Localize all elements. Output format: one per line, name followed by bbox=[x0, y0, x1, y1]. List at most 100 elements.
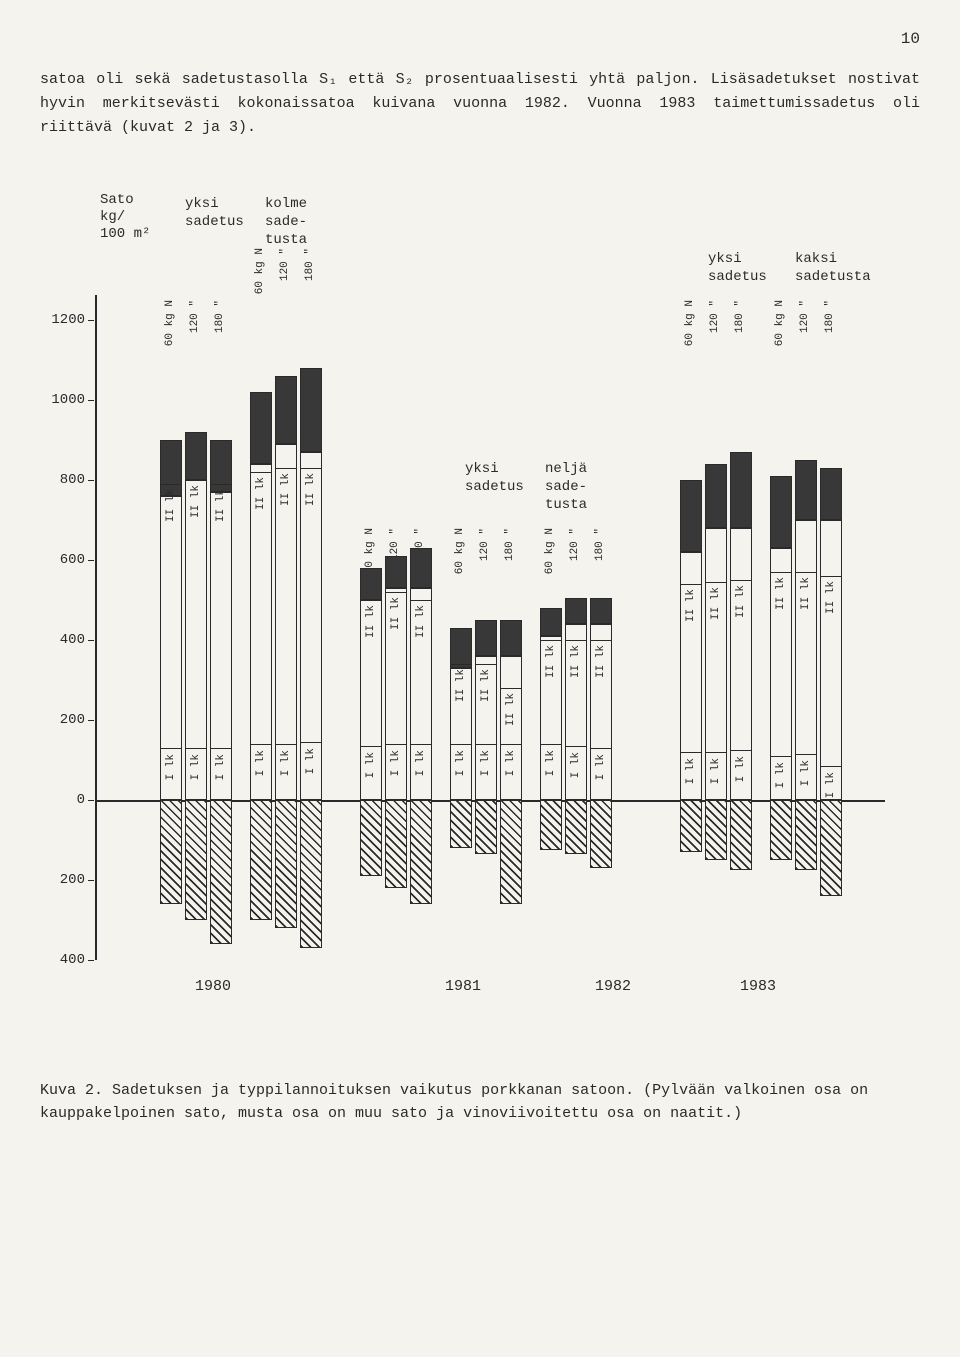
i-lk-label: I lk bbox=[775, 762, 787, 788]
ii-lk-label: II lk bbox=[775, 577, 787, 610]
ii-lk-label: II lk bbox=[595, 645, 607, 678]
ii-lk-label: II lk bbox=[455, 669, 467, 702]
nitrogen-label: 60 kg N bbox=[684, 300, 696, 346]
bar-segment-muu bbox=[160, 440, 182, 496]
bar-segment-naatit bbox=[160, 800, 182, 904]
group-label: yksi sadetus bbox=[708, 250, 767, 286]
i-lk-divider bbox=[185, 748, 207, 749]
bar-segment-muu bbox=[360, 568, 382, 600]
y-tick-mark bbox=[88, 800, 94, 801]
nitrogen-label: 180 " bbox=[824, 300, 836, 333]
y-axis bbox=[95, 295, 97, 960]
intro-paragraph: satoa oli sekä sadetustasolla S₁ että S₂… bbox=[40, 68, 920, 140]
y-tick-mark bbox=[88, 560, 94, 561]
bar-segment-muu bbox=[820, 468, 842, 520]
i-lk-label: I lk bbox=[215, 754, 227, 780]
i-lk-divider bbox=[540, 744, 562, 745]
ii-lk-label: II lk bbox=[365, 605, 377, 638]
i-lk-divider bbox=[475, 744, 497, 745]
i-lk-label: I lk bbox=[710, 758, 722, 784]
ii-lk-divider bbox=[450, 664, 472, 665]
group-label: kolme sade- tusta bbox=[265, 195, 307, 250]
nitrogen-label: 60 kg N bbox=[254, 248, 266, 294]
i-lk-divider bbox=[680, 752, 702, 753]
i-lk-label: I lk bbox=[390, 750, 402, 776]
i-lk-label: I lk bbox=[595, 754, 607, 780]
group-label: yksi sadetus bbox=[465, 460, 524, 496]
bar-segment-muu bbox=[475, 620, 497, 656]
bar-segment-muu bbox=[500, 620, 522, 656]
bar-segment-naatit bbox=[250, 800, 272, 920]
ii-lk-divider bbox=[210, 484, 232, 485]
bar-segment-naatit bbox=[275, 800, 297, 928]
ii-lk-divider bbox=[410, 600, 432, 601]
nitrogen-label: 120 " bbox=[479, 528, 491, 561]
i-lk-divider bbox=[795, 754, 817, 755]
bar-segment-muu bbox=[565, 598, 587, 624]
y-tick-mark bbox=[88, 960, 94, 961]
nitrogen-label: 120 " bbox=[279, 248, 291, 281]
ii-lk-divider bbox=[795, 572, 817, 573]
i-lk-label: I lk bbox=[570, 752, 582, 778]
x-year-label: 1983 bbox=[740, 978, 776, 995]
figure-2-chart: Sato kg/ 100 m² 120010008006004002000200… bbox=[40, 160, 920, 1060]
bar-segment-kauppa bbox=[185, 480, 207, 800]
y-tick-label: 1200 bbox=[40, 312, 85, 328]
ii-lk-divider bbox=[300, 468, 322, 469]
x-year-label: 1980 bbox=[195, 978, 231, 995]
i-lk-label: I lk bbox=[505, 750, 517, 776]
bar-segment-muu bbox=[795, 460, 817, 520]
nitrogen-label: 180 " bbox=[214, 300, 226, 333]
bar-segment-naatit bbox=[360, 800, 382, 876]
y-tick-label: 600 bbox=[40, 552, 85, 568]
nitrogen-label: 180 " bbox=[304, 248, 316, 281]
ii-lk-label: II lk bbox=[800, 577, 812, 610]
bar-segment-naatit bbox=[795, 800, 817, 870]
nitrogen-label: 120 " bbox=[569, 528, 581, 561]
ii-lk-label: II lk bbox=[735, 585, 747, 618]
bar-segment-muu bbox=[385, 556, 407, 588]
ii-lk-divider bbox=[770, 572, 792, 573]
y-tick-label: 400 bbox=[40, 632, 85, 648]
ii-lk-label: II lk bbox=[825, 581, 837, 614]
ii-lk-divider bbox=[730, 580, 752, 581]
ii-lk-divider bbox=[250, 472, 272, 473]
nitrogen-label: 180 " bbox=[504, 528, 516, 561]
bar-segment-muu bbox=[300, 368, 322, 452]
ii-lk-label: II lk bbox=[390, 597, 402, 630]
ii-lk-divider bbox=[590, 640, 612, 641]
bar-segment-kauppa bbox=[795, 520, 817, 800]
nitrogen-label: 180 " bbox=[734, 300, 746, 333]
ii-lk-label: II lk bbox=[255, 477, 267, 510]
i-lk-divider bbox=[565, 746, 587, 747]
bar-segment-naatit bbox=[540, 800, 562, 850]
bar-segment-muu bbox=[450, 628, 472, 668]
bar-segment-naatit bbox=[705, 800, 727, 860]
bar-segment-naatit bbox=[500, 800, 522, 904]
group-label: kaksi sadetusta bbox=[795, 250, 871, 286]
bar-segment-kauppa bbox=[820, 520, 842, 800]
ii-lk-label: II lk bbox=[480, 669, 492, 702]
y-tick-mark bbox=[88, 640, 94, 641]
x-year-label: 1981 bbox=[445, 978, 481, 995]
i-lk-divider bbox=[730, 750, 752, 751]
i-lk-label: I lk bbox=[165, 754, 177, 780]
ii-lk-divider bbox=[565, 640, 587, 641]
ii-lk-divider bbox=[540, 640, 562, 641]
bar-segment-naatit bbox=[300, 800, 322, 948]
ii-lk-label: II lk bbox=[570, 645, 582, 678]
i-lk-label: I lk bbox=[190, 754, 202, 780]
bar-segment-muu bbox=[770, 476, 792, 548]
i-lk-label: I lk bbox=[735, 756, 747, 782]
bar-segment-muu bbox=[250, 392, 272, 464]
y-tick-label: 1000 bbox=[40, 392, 85, 408]
bar-segment-muu bbox=[275, 376, 297, 444]
nitrogen-label: 60 kg N bbox=[774, 300, 786, 346]
nitrogen-label: 120 " bbox=[709, 300, 721, 333]
i-lk-label: I lk bbox=[415, 750, 427, 776]
ii-lk-divider bbox=[500, 688, 522, 689]
ii-lk-divider bbox=[475, 664, 497, 665]
i-lk-divider bbox=[360, 746, 382, 747]
group-label: neljä sade- tusta bbox=[545, 460, 587, 515]
i-lk-label: I lk bbox=[545, 750, 557, 776]
